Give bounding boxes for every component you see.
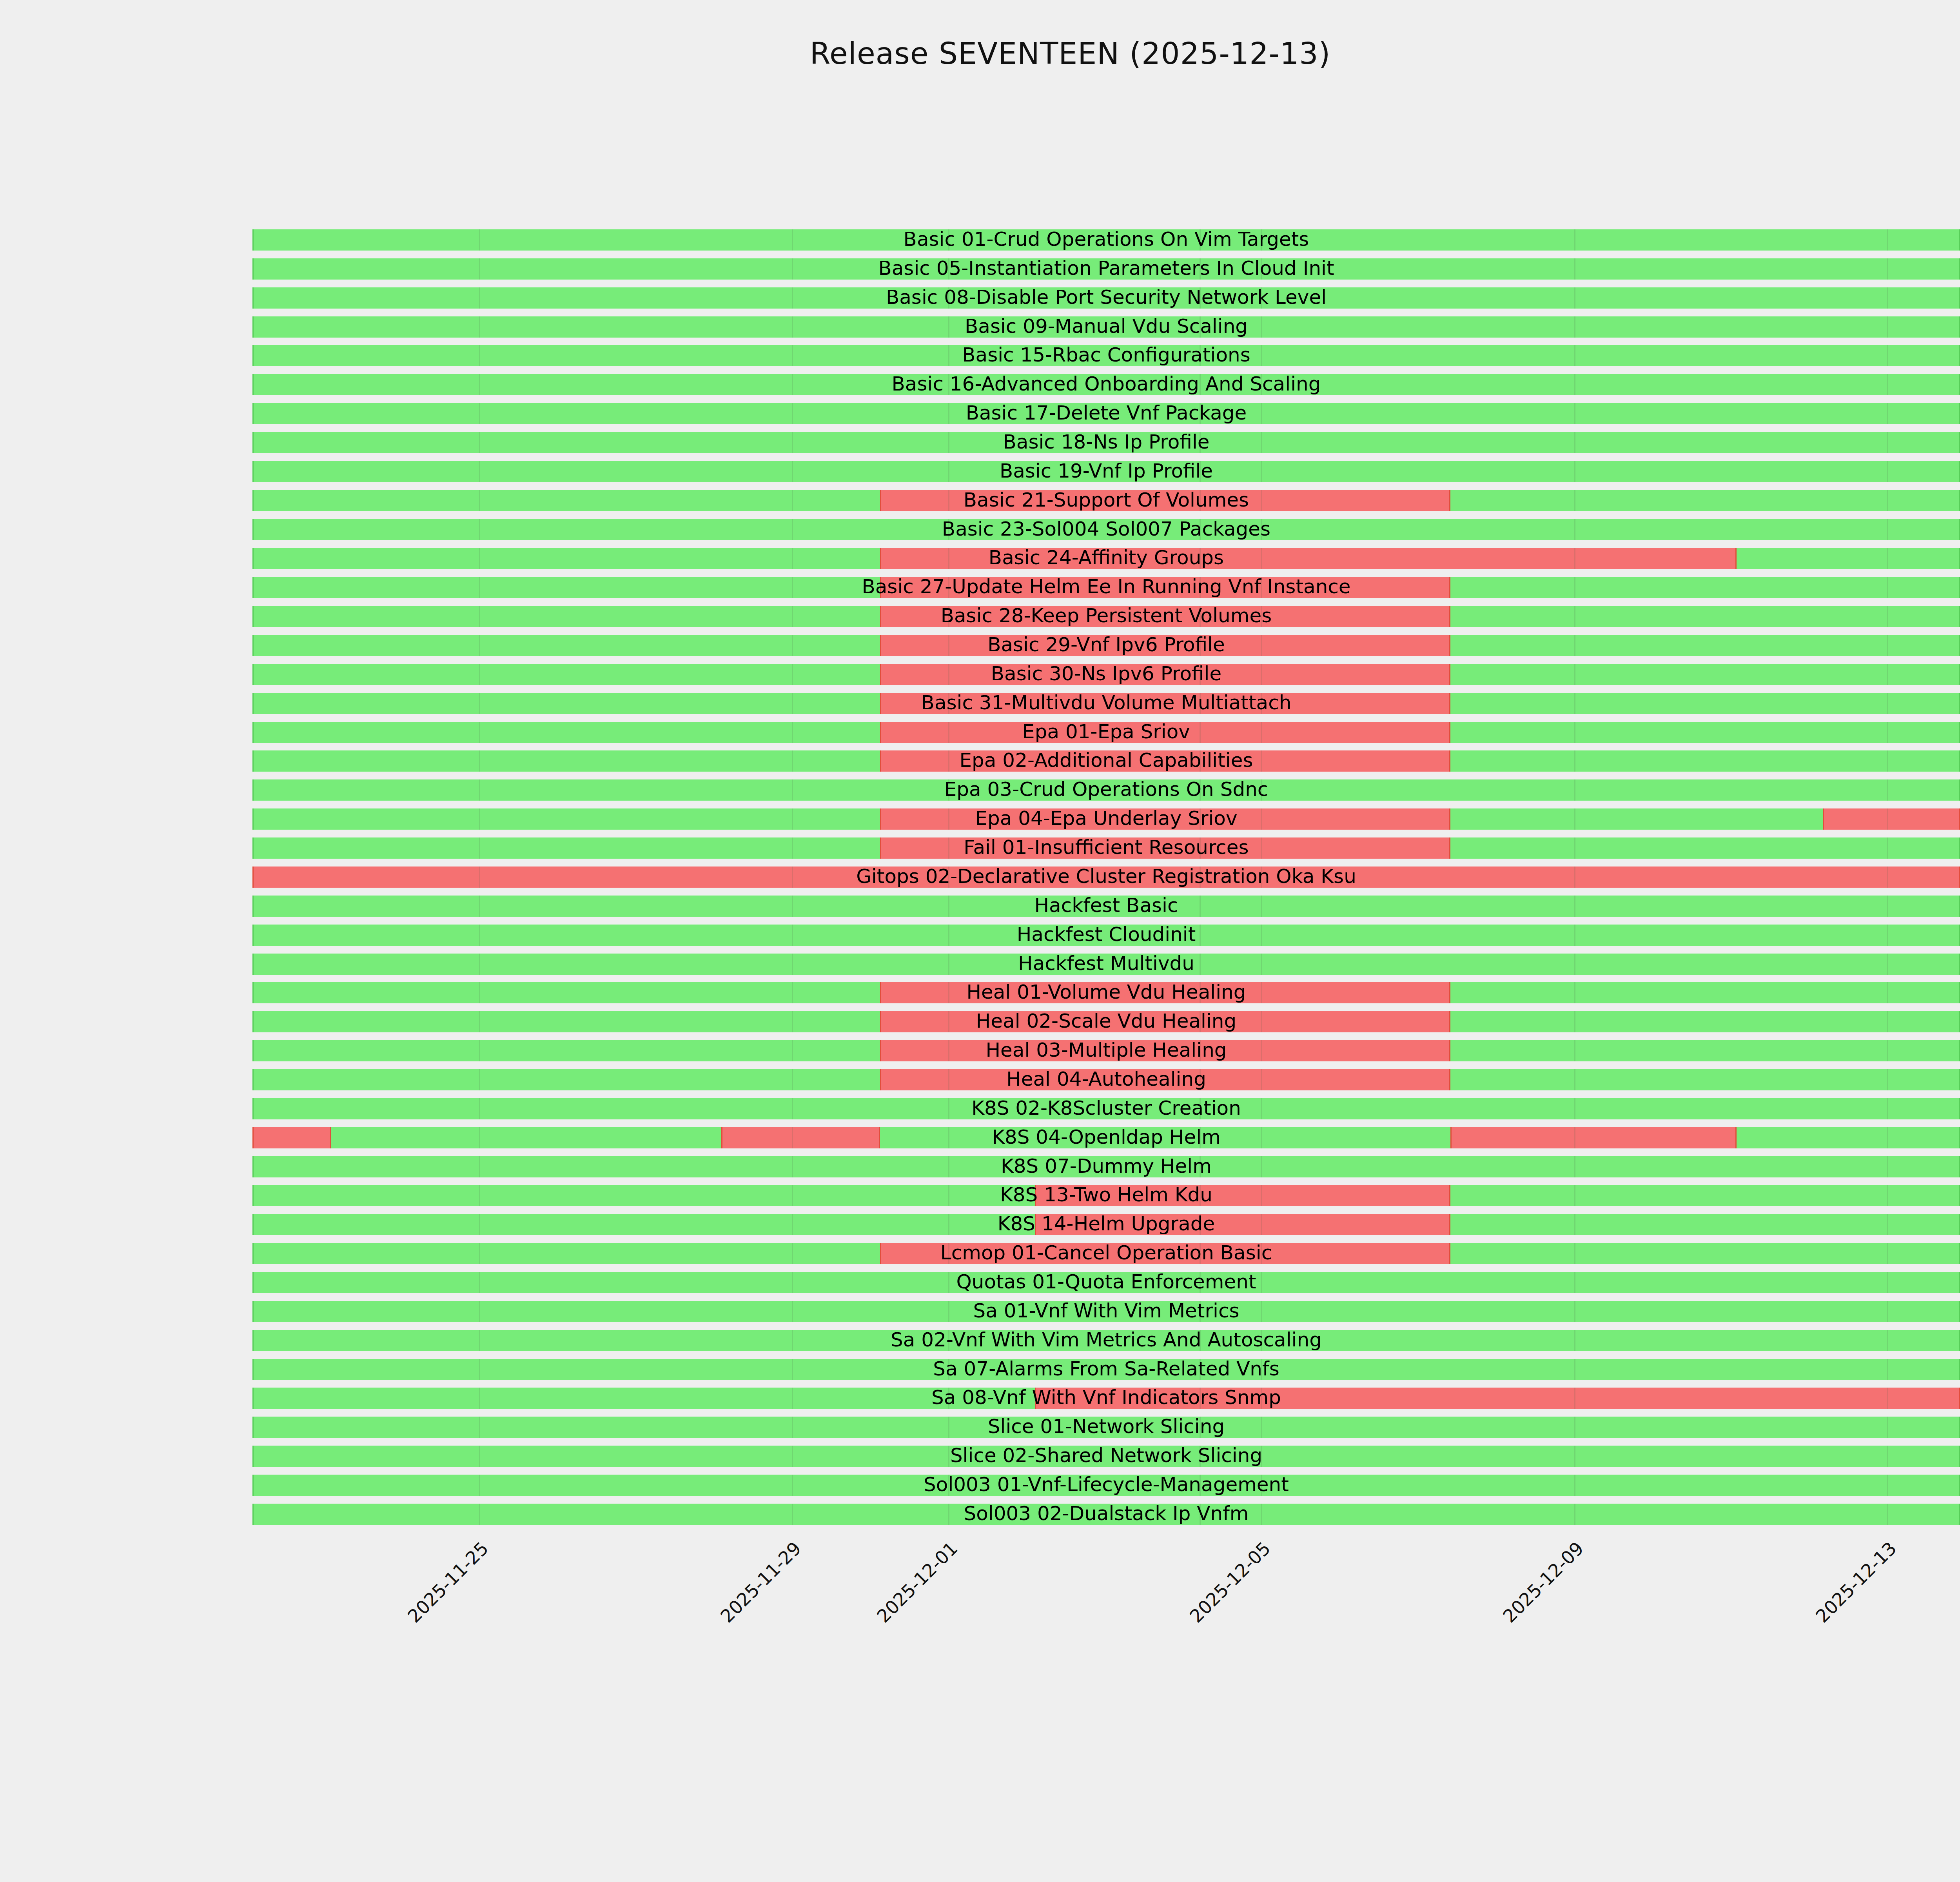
gantt-row: Heal 03-Multiple Healing	[252, 1040, 1960, 1061]
row-label: Basic 31-Multivdu Volume Multiattach	[252, 692, 1960, 713]
gantt-row: Basic 29-Vnf Ipv6 Profile	[252, 635, 1960, 656]
chart-title: Release SEVENTEEN (2025-12-13)	[810, 36, 1331, 71]
row-label: Hackfest Cloudinit	[252, 924, 1960, 945]
row-label: Slice 01-Network Slicing	[252, 1416, 1960, 1437]
row-label: K8S 02-K8Scluster Creation	[252, 1097, 1960, 1119]
row-label: Epa 01-Epa Sriov	[252, 721, 1960, 742]
x-tick-label: 2025-12-09	[1499, 1538, 1588, 1627]
gantt-row: Basic 01-Crud Operations On Vim Targets	[252, 229, 1960, 251]
gantt-row: Sa 07-Alarms From Sa-Related Vnfs	[252, 1359, 1960, 1380]
gantt-row: Basic 08-Disable Port Security Network L…	[252, 287, 1960, 309]
row-label: Sol003 02-Dualstack Ip Vnfm	[252, 1503, 1960, 1524]
row-label: Gitops 02-Declarative Cluster Registrati…	[252, 866, 1960, 887]
row-label: K8S 04-Openldap Helm	[252, 1126, 1960, 1148]
gantt-row: Basic 30-Ns Ipv6 Profile	[252, 664, 1960, 685]
row-label: Heal 03-Multiple Healing	[252, 1039, 1960, 1061]
gantt-row: Basic 19-Vnf Ip Profile	[252, 461, 1960, 482]
gantt-row: K8S 13-Two Helm Kdu	[252, 1185, 1960, 1206]
x-tick-label: 2025-11-25	[403, 1538, 492, 1627]
gantt-row: Slice 02-Shared Network Slicing	[252, 1446, 1960, 1467]
gantt-row: K8S 04-Openldap Helm	[252, 1127, 1960, 1148]
gantt-row: Fail 01-Insufficient Resources	[252, 837, 1960, 859]
gantt-row: Epa 04-Epa Underlay Sriov	[252, 808, 1960, 830]
row-label: Basic 05-Instantiation Parameters In Clo…	[252, 258, 1960, 279]
gantt-row: Hackfest Multivdu	[252, 954, 1960, 975]
gantt-row: Basic 16-Advanced Onboarding And Scaling	[252, 374, 1960, 395]
x-tick-label: 2025-12-05	[1185, 1538, 1274, 1627]
row-label: K8S 13-Two Helm Kdu	[252, 1184, 1960, 1205]
row-label: Basic 01-Crud Operations On Vim Targets	[252, 229, 1960, 250]
row-label: Lcmop 01-Cancel Operation Basic	[252, 1242, 1960, 1263]
row-label: Basic 23-Sol004 Sol007 Packages	[252, 518, 1960, 540]
gantt-row: Quotas 01-Quota Enforcement	[252, 1272, 1960, 1293]
row-label: Epa 04-Epa Underlay Sriov	[252, 808, 1960, 829]
row-label: Heal 01-Volume Vdu Healing	[252, 981, 1960, 1003]
row-label: Heal 02-Scale Vdu Healing	[252, 1010, 1960, 1032]
row-label: Quotas 01-Quota Enforcement	[252, 1271, 1960, 1292]
row-label: Sol003 01-Vnf-Lifecycle-Management	[252, 1474, 1960, 1495]
row-label: Sa 01-Vnf With Vim Metrics	[252, 1300, 1960, 1321]
gantt-row: Epa 02-Additional Capabilities	[252, 750, 1960, 772]
gantt-row: Basic 17-Delete Vnf Package	[252, 403, 1960, 424]
gantt-row: Sol003 01-Vnf-Lifecycle-Management	[252, 1475, 1960, 1496]
gantt-row: Basic 21-Support Of Volumes	[252, 490, 1960, 511]
gantt-row: Slice 01-Network Slicing	[252, 1417, 1960, 1438]
gantt-row: Sa 08-Vnf With Vnf Indicators Snmp	[252, 1388, 1960, 1409]
gantt-row: Basic 28-Keep Persistent Volumes	[252, 606, 1960, 627]
row-label: Basic 28-Keep Persistent Volumes	[252, 605, 1960, 626]
gantt-row: Basic 09-Manual Vdu Scaling	[252, 316, 1960, 338]
row-label: K8S 07-Dummy Helm	[252, 1155, 1960, 1177]
gantt-row: Basic 31-Multivdu Volume Multiattach	[252, 693, 1960, 714]
row-label: Basic 08-Disable Port Security Network L…	[252, 287, 1960, 308]
gantt-row: Hackfest Cloudinit	[252, 925, 1960, 946]
gantt-row: Epa 03-Crud Operations On Sdnc	[252, 779, 1960, 801]
row-label: Hackfest Basic	[252, 895, 1960, 916]
row-label: Sa 02-Vnf With Vim Metrics And Autoscali…	[252, 1329, 1960, 1350]
row-label: Basic 09-Manual Vdu Scaling	[252, 316, 1960, 337]
row-label: Basic 30-Ns Ipv6 Profile	[252, 663, 1960, 684]
row-label: Epa 03-Crud Operations On Sdnc	[252, 779, 1960, 800]
gantt-row: Gitops 02-Declarative Cluster Registrati…	[252, 867, 1960, 888]
row-label: Heal 04-Autohealing	[252, 1068, 1960, 1090]
row-label: Sa 07-Alarms From Sa-Related Vnfs	[252, 1358, 1960, 1379]
gantt-row: Lcmop 01-Cancel Operation Basic	[252, 1243, 1960, 1264]
gantt-row: K8S 02-K8Scluster Creation	[252, 1098, 1960, 1119]
row-label: Slice 02-Shared Network Slicing	[252, 1445, 1960, 1466]
gantt-row: Basic 18-Ns Ip Profile	[252, 432, 1960, 453]
gantt-plot-area: Basic 01-Crud Operations On Vim Targets B…	[252, 229, 1960, 1526]
row-label: Basic 17-Delete Vnf Package	[252, 402, 1960, 423]
gantt-chart-page: { "title": "Release SEVENTEEN (2025-12-1…	[0, 0, 1960, 1882]
row-label: Basic 27-Update Helm Ee In Running Vnf I…	[252, 576, 1960, 597]
row-label: Basic 19-Vnf Ip Profile	[252, 460, 1960, 481]
gantt-row: Epa 01-Epa Sriov	[252, 722, 1960, 743]
row-label: Basic 16-Advanced Onboarding And Scaling	[252, 373, 1960, 394]
gantt-row: Basic 24-Affinity Groups	[252, 548, 1960, 569]
gantt-row: Basic 23-Sol004 Sol007 Packages	[252, 519, 1960, 540]
x-tick-label: 2025-12-01	[873, 1538, 962, 1627]
row-label: K8S 14-Helm Upgrade	[252, 1213, 1960, 1234]
row-label: Basic 24-Affinity Groups	[252, 547, 1960, 568]
gantt-row: Heal 01-Volume Vdu Healing	[252, 982, 1960, 1003]
gantt-row: Basic 15-Rbac Configurations	[252, 345, 1960, 366]
row-label: Basic 15-Rbac Configurations	[252, 344, 1960, 365]
gantt-row: Heal 02-Scale Vdu Healing	[252, 1011, 1960, 1032]
row-label: Basic 21-Support Of Volumes	[252, 489, 1960, 510]
gantt-row: Sa 02-Vnf With Vim Metrics And Autoscali…	[252, 1330, 1960, 1351]
gantt-row: Sol003 02-Dualstack Ip Vnfm	[252, 1504, 1960, 1525]
row-label: Sa 08-Vnf With Vnf Indicators Snmp	[252, 1387, 1960, 1408]
row-label: Epa 02-Additional Capabilities	[252, 750, 1960, 771]
gantt-row: Sa 01-Vnf With Vim Metrics	[252, 1301, 1960, 1322]
gantt-row: Hackfest Basic	[252, 896, 1960, 917]
gantt-row: Basic 27-Update Helm Ee In Running Vnf I…	[252, 577, 1960, 598]
gantt-row: Basic 05-Instantiation Parameters In Clo…	[252, 258, 1960, 280]
gantt-row: Heal 04-Autohealing	[252, 1069, 1960, 1090]
row-label: Hackfest Multivdu	[252, 953, 1960, 974]
gantt-row: K8S 14-Helm Upgrade	[252, 1214, 1960, 1235]
row-label: Basic 18-Ns Ip Profile	[252, 431, 1960, 452]
row-label: Fail 01-Insufficient Resources	[252, 837, 1960, 858]
x-tick-label: 2025-11-29	[716, 1538, 805, 1627]
gantt-row: K8S 07-Dummy Helm	[252, 1156, 1960, 1177]
x-tick-label: 2025-12-13	[1811, 1538, 1900, 1627]
row-label: Basic 29-Vnf Ipv6 Profile	[252, 634, 1960, 655]
